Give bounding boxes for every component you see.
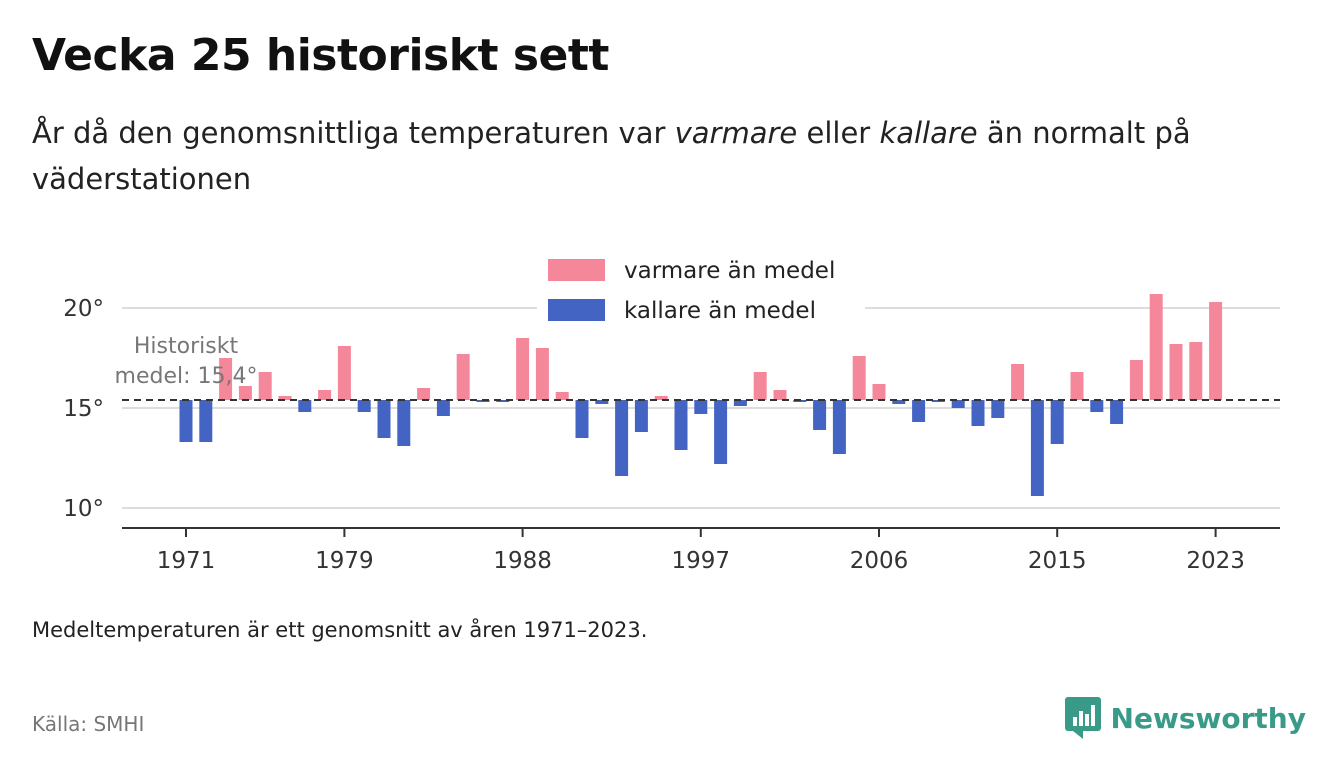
legend-cold-label: kallare än medel [624, 298, 816, 324]
y-ticks: 10° 15° 20° [63, 296, 104, 522]
bar-1988 [516, 338, 530, 400]
bar-2011 [971, 400, 985, 426]
brand-logo: Newsworthy [1064, 697, 1306, 739]
bar-1987 [496, 400, 510, 402]
bar-1989 [535, 348, 549, 400]
legend: varmare än medel kallare än medel [537, 245, 865, 329]
bar-1983 [417, 388, 431, 400]
bar-2023 [1209, 302, 1223, 400]
subtitle-text-2: eller [797, 116, 880, 150]
x-tick-label: 1988 [493, 548, 552, 574]
bar-1997 [694, 400, 708, 414]
bar-1993 [615, 400, 629, 476]
subtitle-text-1: År då den genomsnittliga temperaturen va… [32, 116, 675, 150]
bar-2015 [1050, 400, 1064, 444]
bar-2014 [1030, 400, 1044, 496]
brand-name: Newsworthy [1110, 701, 1306, 735]
bar-2016 [1070, 372, 1084, 400]
bar-1990 [555, 392, 569, 400]
bar-2018 [1110, 400, 1124, 424]
bar-1991 [575, 400, 589, 438]
bar-1998 [714, 400, 728, 464]
bar-1982 [397, 400, 411, 446]
legend-warm-swatch [548, 259, 605, 281]
legend-cold-swatch [548, 299, 605, 321]
y-tick-label: 10° [63, 496, 104, 522]
subtitle-text-3: än normalt på väderstationen [32, 116, 1191, 196]
y-tick-label: 15° [63, 396, 104, 422]
x-tick-label: 1971 [157, 548, 216, 574]
bar-1999 [733, 400, 747, 406]
bar-1979 [337, 346, 351, 400]
x-tick-label: 2006 [850, 548, 909, 574]
bar-1992 [595, 400, 609, 404]
bar-2001 [773, 390, 787, 400]
bar-1978 [318, 390, 332, 400]
bar-2008 [912, 400, 926, 422]
x-tick-label: 1997 [672, 548, 731, 574]
bar-1976 [278, 396, 292, 400]
bar-2006 [872, 384, 886, 400]
x-ticks: 1971 1979 1988 1997 2006 2015 2023 [157, 528, 1245, 574]
bar-2005 [852, 356, 866, 400]
legend-warm-label: varmare än medel [624, 258, 835, 284]
newsworthy-icon [1064, 697, 1101, 739]
bar-2000 [753, 372, 767, 400]
bar-1994 [634, 400, 648, 432]
bar-1995 [654, 396, 668, 400]
bar-2017 [1090, 400, 1104, 412]
x-tick-label: 2023 [1186, 548, 1245, 574]
footnote: Medeltemperaturen är ett genomsnitt av å… [32, 618, 648, 642]
bar-2003 [813, 400, 827, 430]
bar-2013 [1011, 364, 1025, 400]
x-tick-label: 2015 [1028, 548, 1087, 574]
bar-2012 [991, 400, 1005, 418]
baseline-label-line2: medel: 15,4° [115, 364, 258, 389]
chart-title: Vecka 25 historiskt sett [32, 30, 609, 81]
bar-2022 [1189, 342, 1203, 400]
bar-1985 [456, 354, 470, 400]
subtitle-colder-word: kallare [879, 116, 978, 150]
bar-1980 [357, 400, 371, 412]
bar-1975 [258, 372, 272, 400]
subtitle-warmer-word: varmare [674, 116, 798, 150]
bar-2019 [1129, 360, 1143, 400]
bars [179, 294, 1223, 496]
bar-2010 [951, 400, 965, 408]
source-label: Källa: SMHI [32, 712, 145, 736]
y-tick-label: 20° [63, 296, 104, 322]
bar-1996 [674, 400, 688, 450]
bar-1971 [179, 400, 193, 442]
bar-1973 [219, 358, 233, 400]
bar-2007 [892, 400, 906, 404]
baseline-label-line1: Historiskt [134, 334, 239, 359]
x-tick-label: 1979 [315, 548, 374, 574]
bar-1977 [298, 400, 312, 412]
bar-1981 [377, 400, 391, 438]
bar-2021 [1169, 344, 1183, 400]
bar-1974 [238, 386, 252, 400]
bar-1984 [436, 400, 450, 416]
chart-subtitle: År då den genomsnittliga temperaturen va… [32, 110, 1272, 202]
bar-1972 [199, 400, 213, 442]
bar-2020 [1149, 294, 1163, 400]
bar-chart: Historiskt medel: 15,4° 1971 1979 1988 1997… [63, 245, 1280, 574]
bar-2004 [832, 400, 846, 454]
